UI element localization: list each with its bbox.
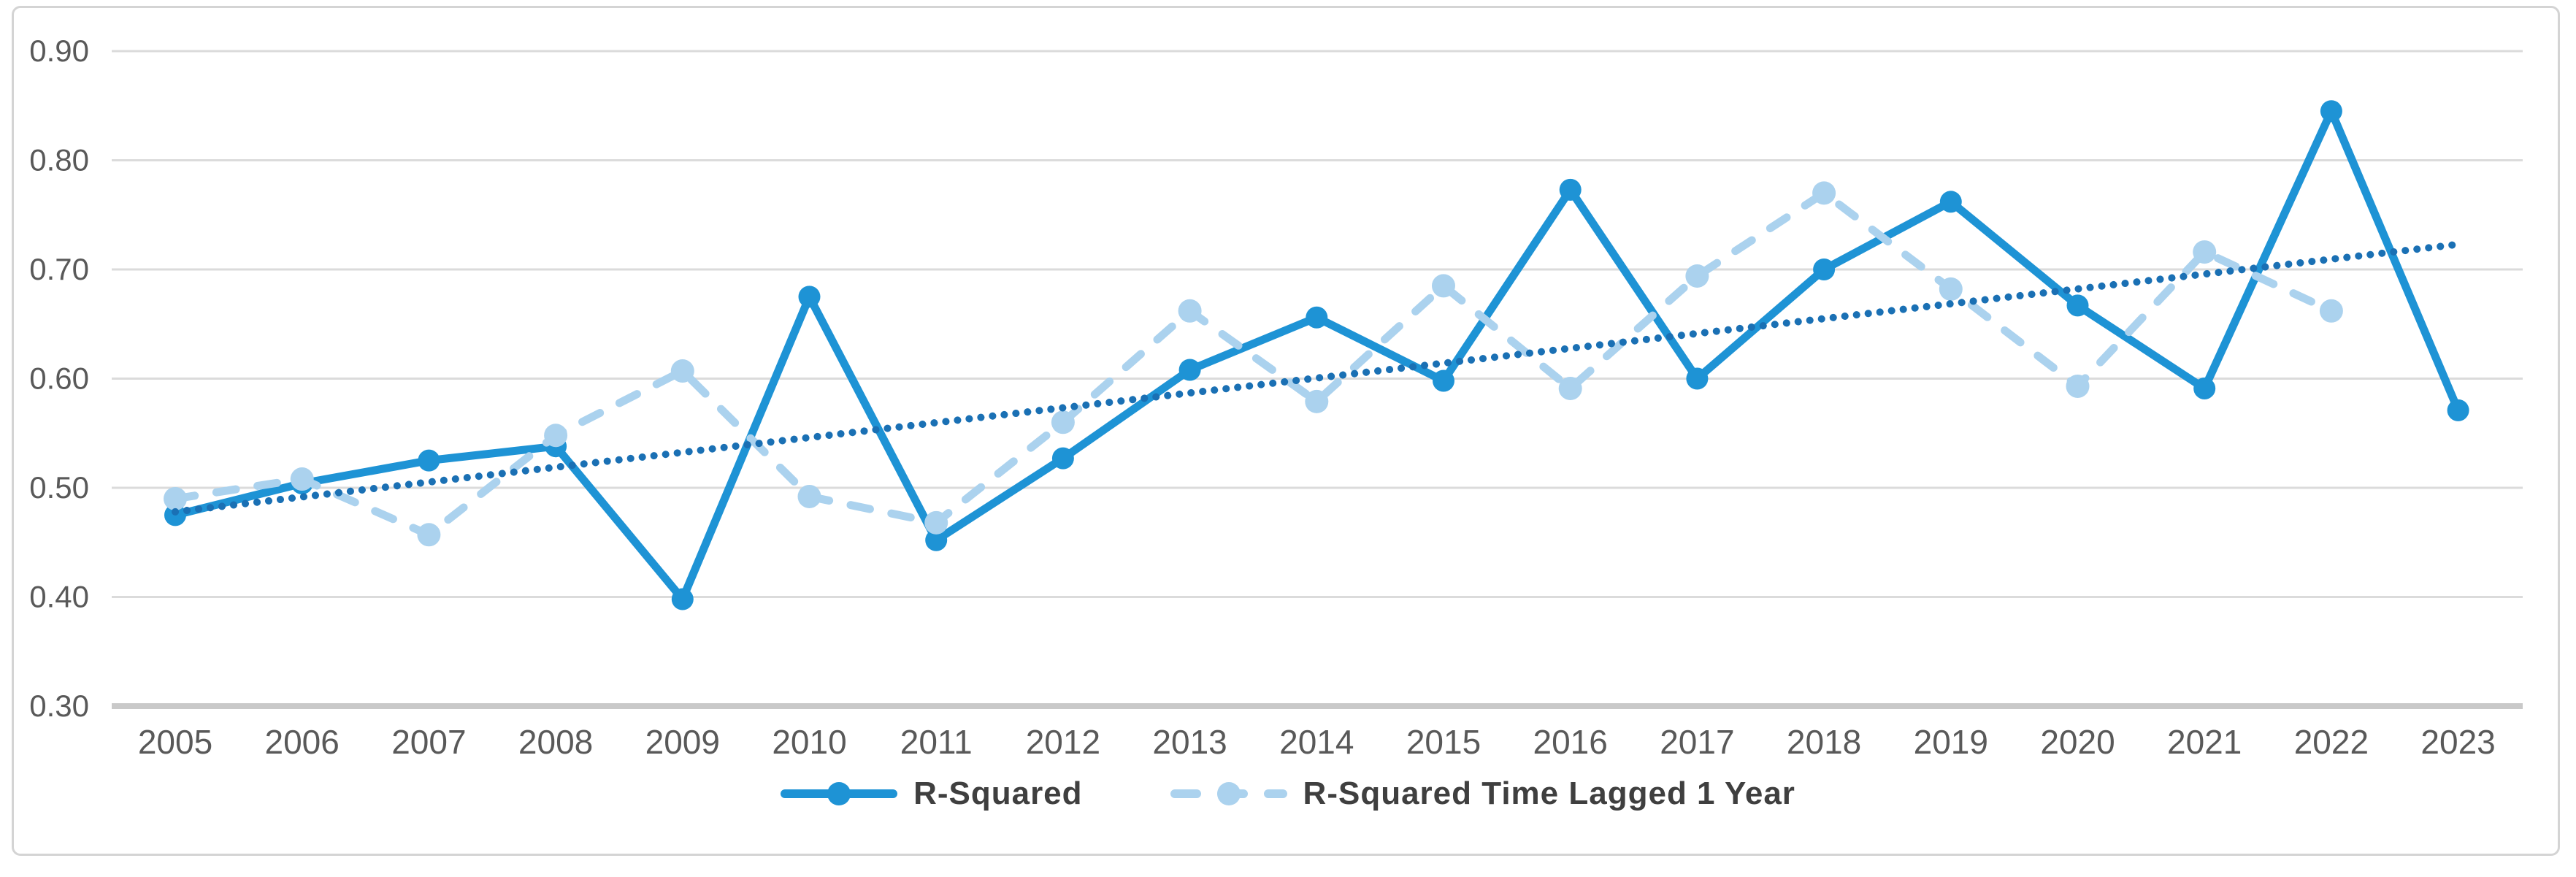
data-point-marker	[2193, 377, 2216, 399]
data-point-marker	[1559, 178, 1582, 201]
x-axis-tick-2022: 2022	[2294, 723, 2369, 761]
legend-label-r-squared: R-Squared	[913, 775, 1083, 811]
data-point-marker	[418, 449, 440, 472]
chart-frame	[12, 6, 2560, 856]
data-point-marker	[2193, 240, 2217, 264]
data-point-marker	[2319, 299, 2343, 323]
data-point-marker	[164, 486, 187, 510]
x-axis-tick-2018: 2018	[1787, 723, 1861, 761]
series-line-r-squared-lagged	[171, 188, 2336, 539]
y-axis-tick-0.30: 0.30	[29, 689, 89, 723]
data-point-marker	[290, 467, 314, 491]
data-point-marker	[2066, 294, 2089, 317]
data-point-marker	[1051, 447, 1074, 470]
data-point-marker	[925, 529, 948, 551]
data-point-marker	[417, 523, 441, 547]
data-point-marker	[1306, 306, 1328, 329]
x-axis-tick-2011: 2011	[900, 723, 973, 761]
y-axis-tick-0.80: 0.80	[29, 143, 89, 177]
x-axis-tick-2020: 2020	[2040, 723, 2115, 761]
trendline-dotted	[172, 240, 2462, 516]
x-axis-tick-2012: 2012	[1026, 723, 1100, 761]
y-axis-tick-0.70: 0.70	[29, 252, 89, 286]
data-point-marker	[1939, 191, 1962, 213]
data-point-marker	[1051, 410, 1075, 434]
data-point-marker	[1812, 181, 1836, 205]
x-axis-tick-2023: 2023	[2420, 723, 2495, 761]
data-point-marker	[924, 510, 948, 535]
legend-item-r-squared-time-lagged: R-Squared Time Lagged 1 Year	[1170, 775, 1795, 812]
legend-item-r-squared: R-Squared	[781, 775, 1082, 812]
data-point-marker	[670, 359, 694, 383]
series-line-r-squared	[171, 107, 2463, 603]
y-axis-tick-0.50: 0.50	[29, 470, 89, 505]
data-point-marker	[2447, 399, 2469, 421]
data-point-marker	[1685, 264, 1709, 288]
y-axis-tick-0.90: 0.90	[29, 34, 89, 68]
y-axis-tick-0.40: 0.40	[29, 580, 89, 614]
x-axis-tick-2009: 2009	[645, 723, 720, 761]
data-point-marker	[1686, 367, 1709, 390]
x-axis-tick-2010: 2010	[772, 723, 846, 761]
data-point-marker	[1178, 359, 1201, 381]
data-point-marker	[671, 588, 694, 610]
data-point-marker	[1558, 376, 1582, 400]
legend-solid-line-sample	[781, 782, 898, 805]
x-axis-tick-2016: 2016	[1533, 723, 1608, 761]
x-axis-tick-2008: 2008	[518, 723, 593, 761]
data-point-marker	[544, 424, 568, 448]
data-point-marker	[797, 484, 821, 508]
y-axis-tick-0.60: 0.60	[29, 361, 89, 396]
x-axis-tick-2019: 2019	[1914, 723, 1988, 761]
legend-label-r-squared-time-lagged: R-Squared Time Lagged 1 Year	[1303, 775, 1795, 811]
x-axis-tick-2021: 2021	[2167, 723, 2242, 761]
data-point-marker	[1432, 274, 1455, 298]
data-point-marker	[1178, 299, 1202, 323]
data-point-marker	[2066, 374, 2090, 398]
x-axis-tick-2014: 2014	[1279, 723, 1354, 761]
data-point-marker	[798, 286, 821, 308]
x-axis-tick-2005: 2005	[138, 723, 212, 761]
legend-dashed-line-sample	[1170, 782, 1287, 805]
data-point-marker	[1939, 277, 1963, 301]
data-point-marker	[1305, 389, 1329, 413]
chart-legend: R-Squared R-Squared Time Lagged 1 Year	[0, 775, 2576, 812]
x-axis-tick-2007: 2007	[391, 723, 466, 761]
data-point-marker	[2320, 100, 2342, 123]
x-axis-tick-2017: 2017	[1660, 723, 1734, 761]
data-point-marker	[1433, 369, 1454, 392]
x-axis-tick-2015: 2015	[1406, 723, 1481, 761]
x-axis-tick-2006: 2006	[265, 723, 340, 761]
data-point-marker	[1813, 258, 1836, 280]
x-axis-tick-2013: 2013	[1152, 723, 1227, 761]
